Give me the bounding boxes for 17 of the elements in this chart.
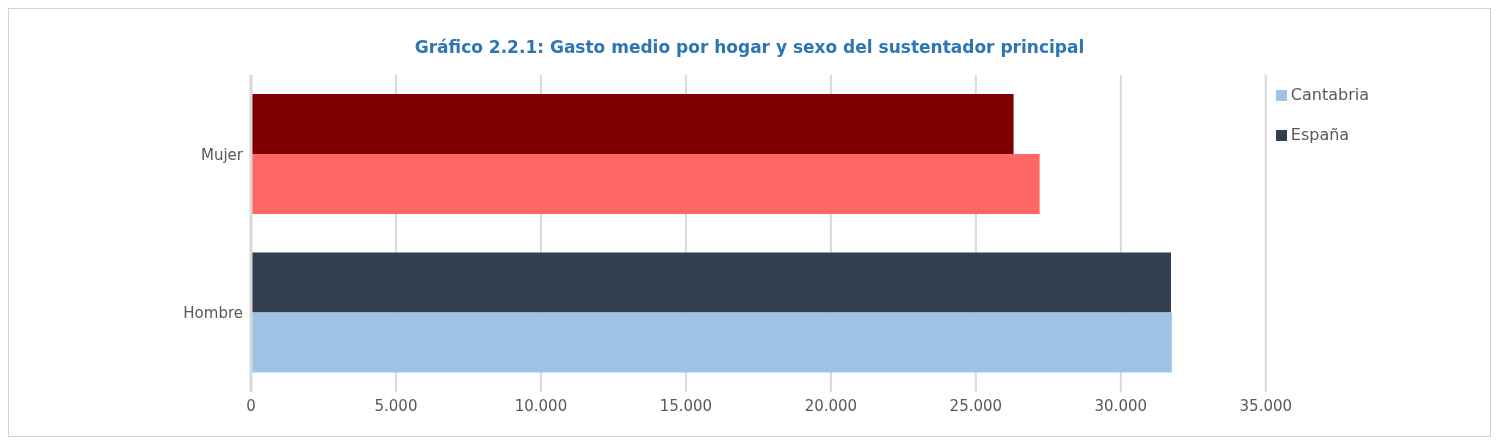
legend-label: Cantabria bbox=[1290, 85, 1369, 104]
bar bbox=[251, 252, 1171, 313]
x-tick-label: 15.000 bbox=[659, 396, 713, 415]
x-tick-label: 10.000 bbox=[514, 396, 568, 415]
chart-title: Gráfico 2.2.1: Gasto medio por hogar y sexo del sustentador principal bbox=[413, 36, 1086, 59]
bar bbox=[251, 94, 1014, 155]
x-tick-label: 30.000 bbox=[1094, 396, 1148, 415]
x-tick-label: 0 bbox=[246, 396, 256, 415]
x-tick-label: 25.000 bbox=[949, 396, 1003, 415]
y-tick-label: Mujer bbox=[200, 145, 244, 164]
bar bbox=[251, 154, 1040, 215]
legend-label: España bbox=[1290, 125, 1350, 144]
bar bbox=[251, 312, 1172, 373]
y-tick-label: Hombre bbox=[183, 304, 243, 323]
x-tick-label: 5.000 bbox=[374, 396, 418, 415]
x-tick-label: 35.000 bbox=[1239, 396, 1293, 415]
x-tick-label: 20.000 bbox=[804, 396, 858, 415]
